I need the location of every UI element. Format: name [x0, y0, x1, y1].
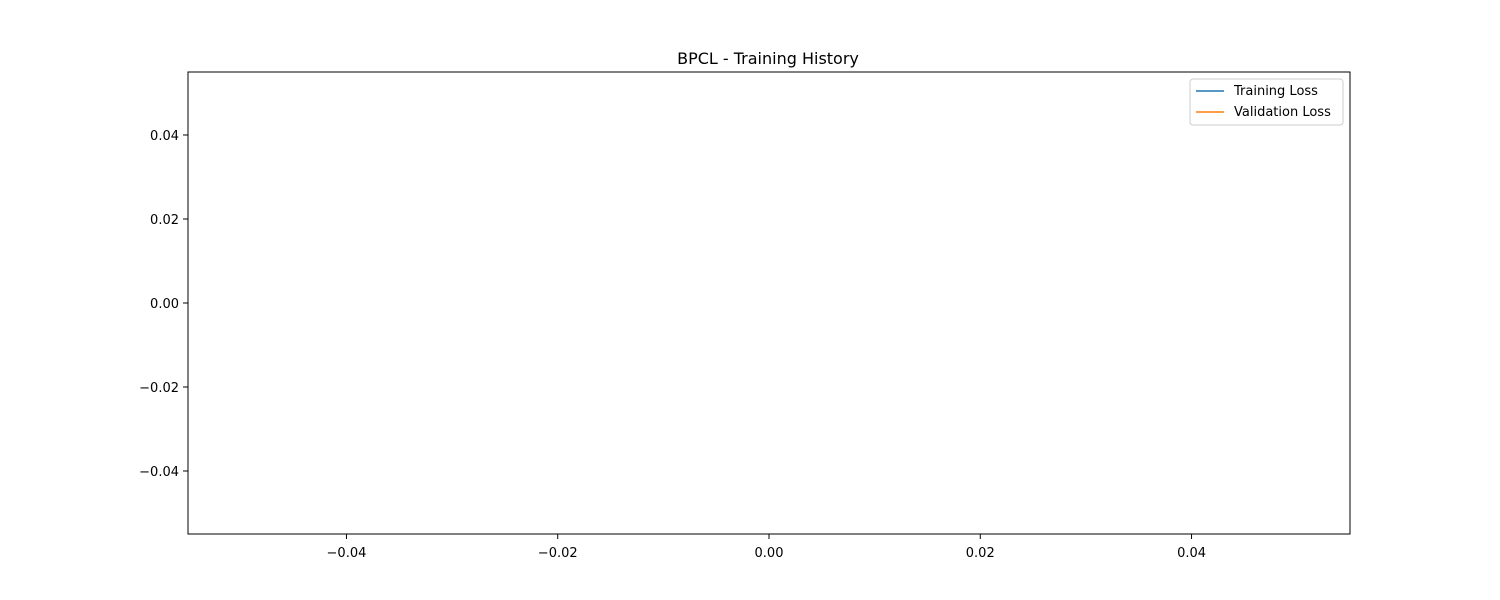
x-axis-ticks: −0.04 −0.02 0.00 0.02 0.04: [327, 534, 1206, 561]
y-tick-label: 0.04: [150, 129, 179, 144]
y-tick-label: 0.02: [150, 213, 179, 228]
legend-label-validation-loss: Validation Loss: [1234, 105, 1331, 120]
x-tick-label: 0.00: [755, 546, 784, 561]
x-tick-label: 0.04: [1177, 546, 1206, 561]
y-tick-label: −0.02: [139, 381, 179, 396]
y-tick-label: −0.04: [139, 465, 179, 480]
y-tick-label: 0.00: [150, 297, 179, 312]
legend: Training Loss Validation Loss: [1189, 78, 1344, 126]
chart-title: BPCL - Training History: [677, 49, 859, 68]
legend-box: [1189, 78, 1344, 126]
x-tick-label: −0.04: [327, 546, 367, 561]
y-axis-ticks: 0.04 0.02 0.00 −0.02 −0.04: [139, 129, 188, 480]
plot-frame: [187, 71, 1351, 535]
x-tick-label: −0.02: [538, 546, 578, 561]
plot-area: [188, 72, 1350, 534]
x-tick-label: 0.02: [966, 546, 995, 561]
legend-label-training-loss: Training Loss: [1233, 84, 1318, 99]
